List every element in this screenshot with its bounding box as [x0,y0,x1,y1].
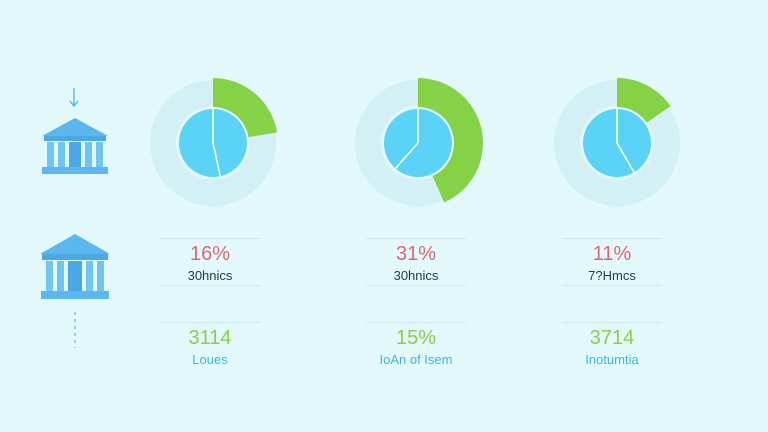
divider-low-3 [562,322,662,323]
pie-slice-edge [616,142,635,173]
pie-chart-3 [554,78,680,206]
pie-chart-1 [150,78,278,206]
divider-low-2 [366,322,466,323]
chart-2-name: IoAn of Isem [379,352,453,367]
divider-mid-3 [562,285,662,286]
divider-mid-1 [160,285,260,286]
chart-2-sub-label: 30hnics [393,268,439,283]
divider-low-1 [160,322,260,323]
chart-2-percent: 31% [395,243,437,265]
divider-top-3 [562,238,662,239]
pie-highlight-segment [418,78,483,203]
chart-3-value: 3714 [589,327,635,349]
divider-top-1 [160,238,260,239]
pie-slice-edge [212,142,222,177]
chart-1-percent: 16% [189,243,231,265]
pie-highlight-segment [213,78,278,138]
pie-chart-2 [355,78,483,206]
pie-highlight-segment [617,78,671,123]
chart-2-value: 15% [395,327,437,349]
bank-icon [40,234,110,299]
pie-slice-edge [394,142,419,169]
chart-1-value: 3114 [188,327,232,349]
bank-icon [42,118,108,174]
chart-3-percent: 11% [592,243,632,265]
chart-1-sub-label: 30hnics [187,268,233,283]
chart-3-name: Inotumtia [585,352,639,367]
divider-mid-2 [366,285,466,286]
chart-1-name: Loues [192,352,228,367]
chart-3-sub-label: 7?Hmcs [588,268,636,283]
arrow-down-icon [69,88,79,108]
divider-top-2 [366,238,466,239]
dashed-line-icon [74,312,76,348]
